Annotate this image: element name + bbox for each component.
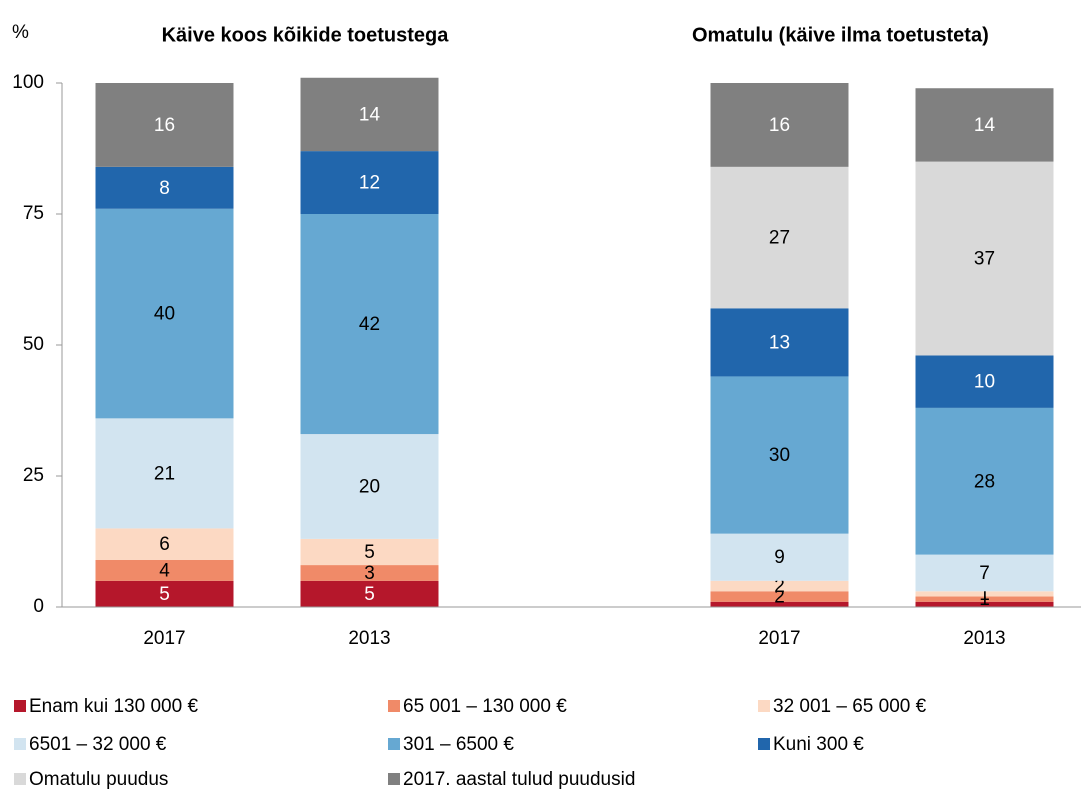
bar-segment [915,355,1054,408]
legend-swatch [388,738,400,750]
data-label: 13 [769,332,790,353]
data-label: 42 [359,314,380,335]
bar-segment [95,83,234,167]
legend-swatch [14,773,26,785]
data-label: 1 [979,584,990,605]
data-label: 6 [159,534,170,555]
data-label: 28 [974,471,995,492]
legend-swatch [388,773,400,785]
x-tick-label: 2013 [963,628,1005,649]
data-label: 10 [974,372,995,393]
y-tick-label: 75 [23,203,44,224]
data-label: 1 [979,589,990,610]
data-label: 30 [769,445,790,466]
bar-segment [915,591,1054,597]
bar-segment [300,580,439,607]
data-label: 14 [359,104,381,125]
legend-label: Omatulu puudus [29,769,168,790]
data-label: 2 [774,587,785,608]
bar-segment [95,559,234,581]
data-label: 20 [359,476,380,497]
data-label: 5 [364,584,375,605]
bar-segment [300,565,439,581]
legend-label: 6501 – 32 000 € [29,734,167,755]
bar-segment [710,580,849,592]
bar-segment [95,208,234,419]
bar-segment [710,166,849,309]
bar-segment [915,596,1054,602]
data-label: 37 [974,249,995,270]
legend-label: Enam kui 130 000 € [29,696,198,717]
data-label: 16 [769,115,790,136]
data-label: 3 [364,563,375,584]
y-tick-label: 25 [23,465,44,486]
bar-segment [915,601,1054,607]
y-tick-label: 0 [33,596,44,617]
group-title: Käive koos kõikide toetustega [162,24,450,46]
legend-label: Kuni 300 € [773,734,864,755]
data-label: 14 [974,115,996,136]
bar-segment [915,88,1054,162]
bar-segment [300,538,439,566]
bar-segment [300,434,439,539]
legend-swatch [14,738,26,750]
data-label: 16 [154,115,175,136]
legend-swatch [388,700,400,712]
legend-swatch [758,700,770,712]
data-label: 8 [159,178,170,199]
bar-segment [710,308,849,377]
bar-segment [300,214,439,435]
data-label: 2 [774,576,785,597]
bar-segment [95,166,234,209]
legend-label: 301 – 6500 € [403,734,514,755]
bar-segment [95,580,234,607]
data-label: 5 [159,584,170,605]
bar-segment [915,554,1054,592]
y-tick-label: 100 [12,72,44,93]
bar-segment [95,418,234,529]
bar-segment [710,83,849,167]
x-tick-label: 2013 [348,628,390,649]
bar-segment [915,407,1054,555]
group-title: Omatulu (käive ilma toetusteta) [692,24,989,46]
bar-segment [710,591,849,602]
bar-segment [300,77,439,152]
data-label: 9 [774,547,785,568]
bar-segment [710,533,849,581]
bar-segment [95,528,234,560]
legend-label: 2017. aastal tulud puudusid [403,769,635,790]
data-label: 27 [769,228,790,249]
y-tick-label: 50 [23,334,44,355]
y-axis-label: % [12,22,29,43]
data-label: 21 [154,463,175,484]
data-label: 4 [159,560,170,581]
data-label: 12 [359,173,380,194]
data-label: 5 [364,542,375,563]
bar-segment [710,601,849,607]
legend-label: 32 001 – 65 000 € [773,696,927,717]
bar-segment [915,161,1054,356]
legend-swatch [758,738,770,750]
legend-label: 65 001 – 130 000 € [403,696,567,717]
bar-segment [300,151,439,214]
bar-segment [710,376,849,534]
data-label: 40 [154,304,175,325]
x-tick-label: 2017 [758,628,800,649]
data-label: 7 [979,563,990,584]
legend-swatch [14,700,26,712]
x-tick-label: 2017 [143,628,185,649]
